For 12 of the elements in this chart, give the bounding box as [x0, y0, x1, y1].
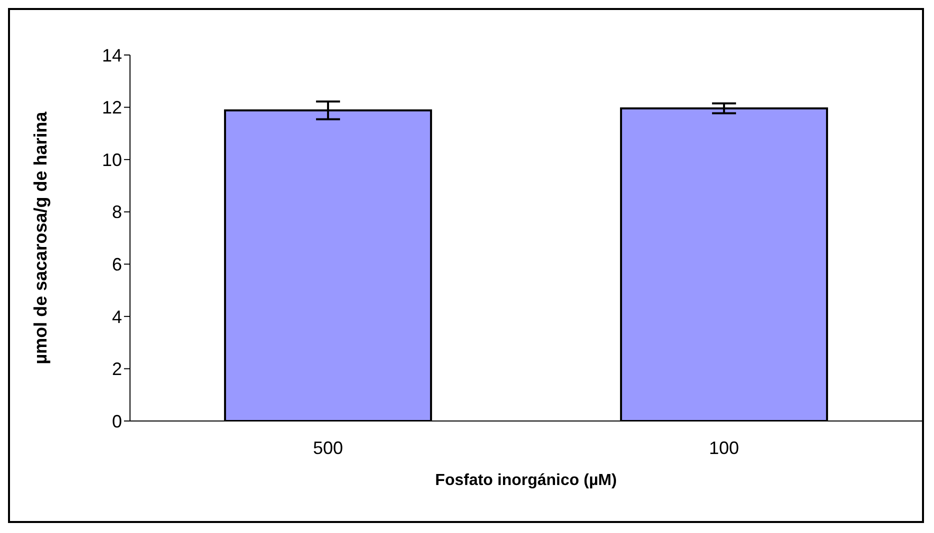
- y-tick-label: 10: [102, 150, 122, 170]
- x-axis-title: Fosfato inorgánico (µM): [435, 472, 617, 489]
- y-tick-label: 2: [112, 359, 122, 380]
- y-tick-label: 12: [102, 98, 122, 118]
- x-tick-label: 100: [708, 438, 740, 458]
- y-tick-label: 14: [102, 45, 122, 66]
- y-tick-label: 8: [112, 202, 122, 222]
- y-tick-label: 6: [112, 254, 122, 275]
- y-tick-label: 4: [112, 306, 122, 327]
- x-tick-label: 500: [312, 438, 344, 458]
- y-tick-label: 0: [112, 411, 122, 432]
- y-axis-title: µmol de sacarosa/g de harina: [30, 110, 50, 364]
